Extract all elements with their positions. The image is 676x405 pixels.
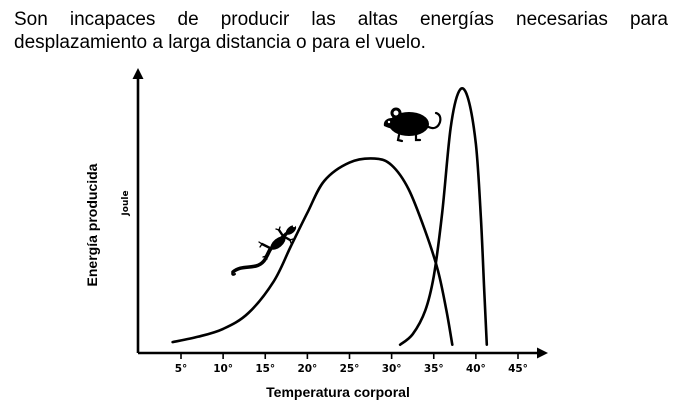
y-axis-title: Energía producida (84, 163, 100, 286)
x-tick-label: 15° (255, 363, 275, 375)
chart-axes: Temperatura corporal Energía producida Jou… (84, 68, 548, 400)
x-tick-label: 20° (297, 363, 317, 375)
x-tick-label: 45° (508, 363, 528, 375)
x-tick-label: 40° (466, 363, 486, 375)
x-tick-label: 10° (213, 363, 233, 375)
y-axis-unit: Joule (121, 190, 131, 216)
series-line-lizard (171, 157, 454, 346)
x-tick-label: 5° (175, 363, 188, 375)
x-tick-label: 25° (340, 363, 360, 375)
intro-paragraph: Son incapaces de producir las altas ener… (14, 9, 668, 53)
x-axis-ticks: 5° 10° 15° 20° 25° 30° 35° 40° 45° (175, 353, 528, 375)
chart-series (171, 87, 489, 346)
series-line-rat (398, 87, 489, 346)
rat-icon (383, 107, 442, 143)
x-tick-label: 35° (424, 363, 444, 375)
y-axis-arrow (132, 68, 144, 79)
x-axis-arrow (537, 347, 548, 359)
x-axis-title: Temperatura corporal (266, 384, 410, 400)
lizard-icon (231, 224, 297, 276)
x-tick-label: 30° (382, 363, 402, 375)
